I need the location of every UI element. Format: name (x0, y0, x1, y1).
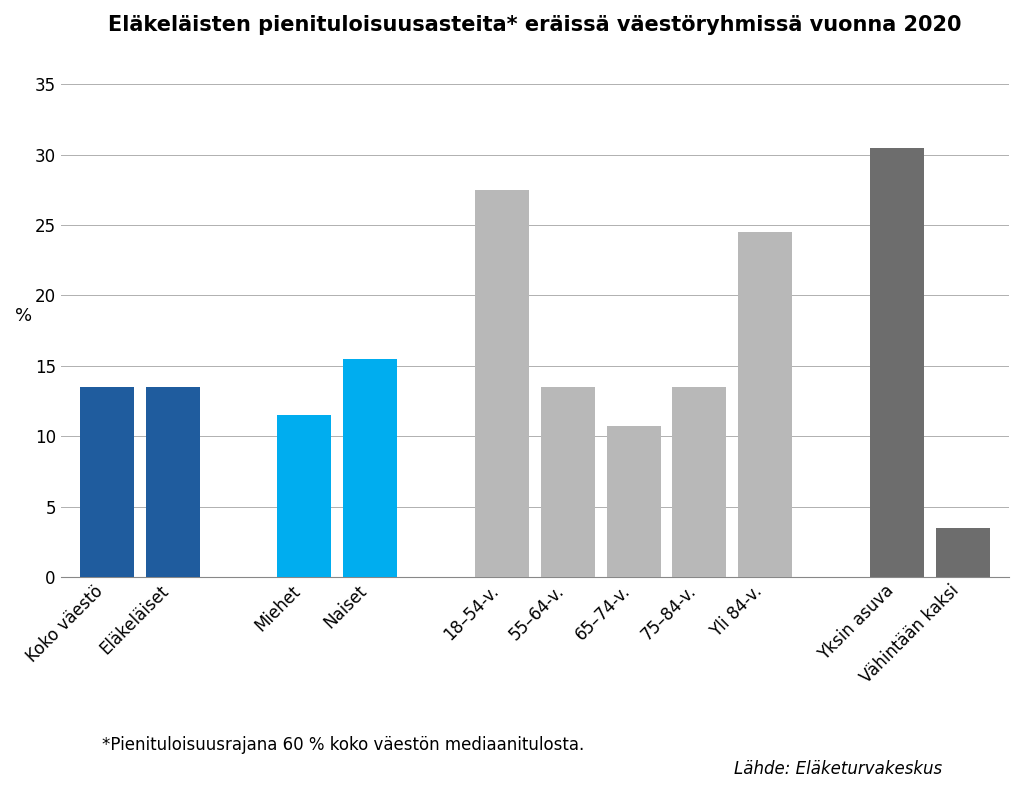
Bar (278, 415, 332, 577)
Bar (475, 190, 529, 577)
Bar (541, 387, 595, 577)
Bar (936, 527, 990, 577)
Text: *Pienituloisuusrajana 60 % koko väestön mediaanitulosta.: *Pienituloisuusrajana 60 % koko väestön … (102, 736, 585, 754)
Title: Eläkeläisten pienituloisuusasteita* eräissä väestöryhmissä vuonna 2020: Eläkeläisten pienituloisuusasteita* eräi… (109, 15, 962, 35)
Text: Lähde: Eläketurvakeskus: Lähde: Eläketurvakeskus (734, 760, 942, 778)
Bar (738, 232, 793, 577)
Bar (80, 387, 134, 577)
Bar (145, 387, 200, 577)
Bar (870, 148, 924, 577)
Bar (673, 387, 726, 577)
Y-axis label: %: % (15, 307, 32, 326)
Bar (343, 359, 397, 577)
Bar (606, 426, 660, 577)
